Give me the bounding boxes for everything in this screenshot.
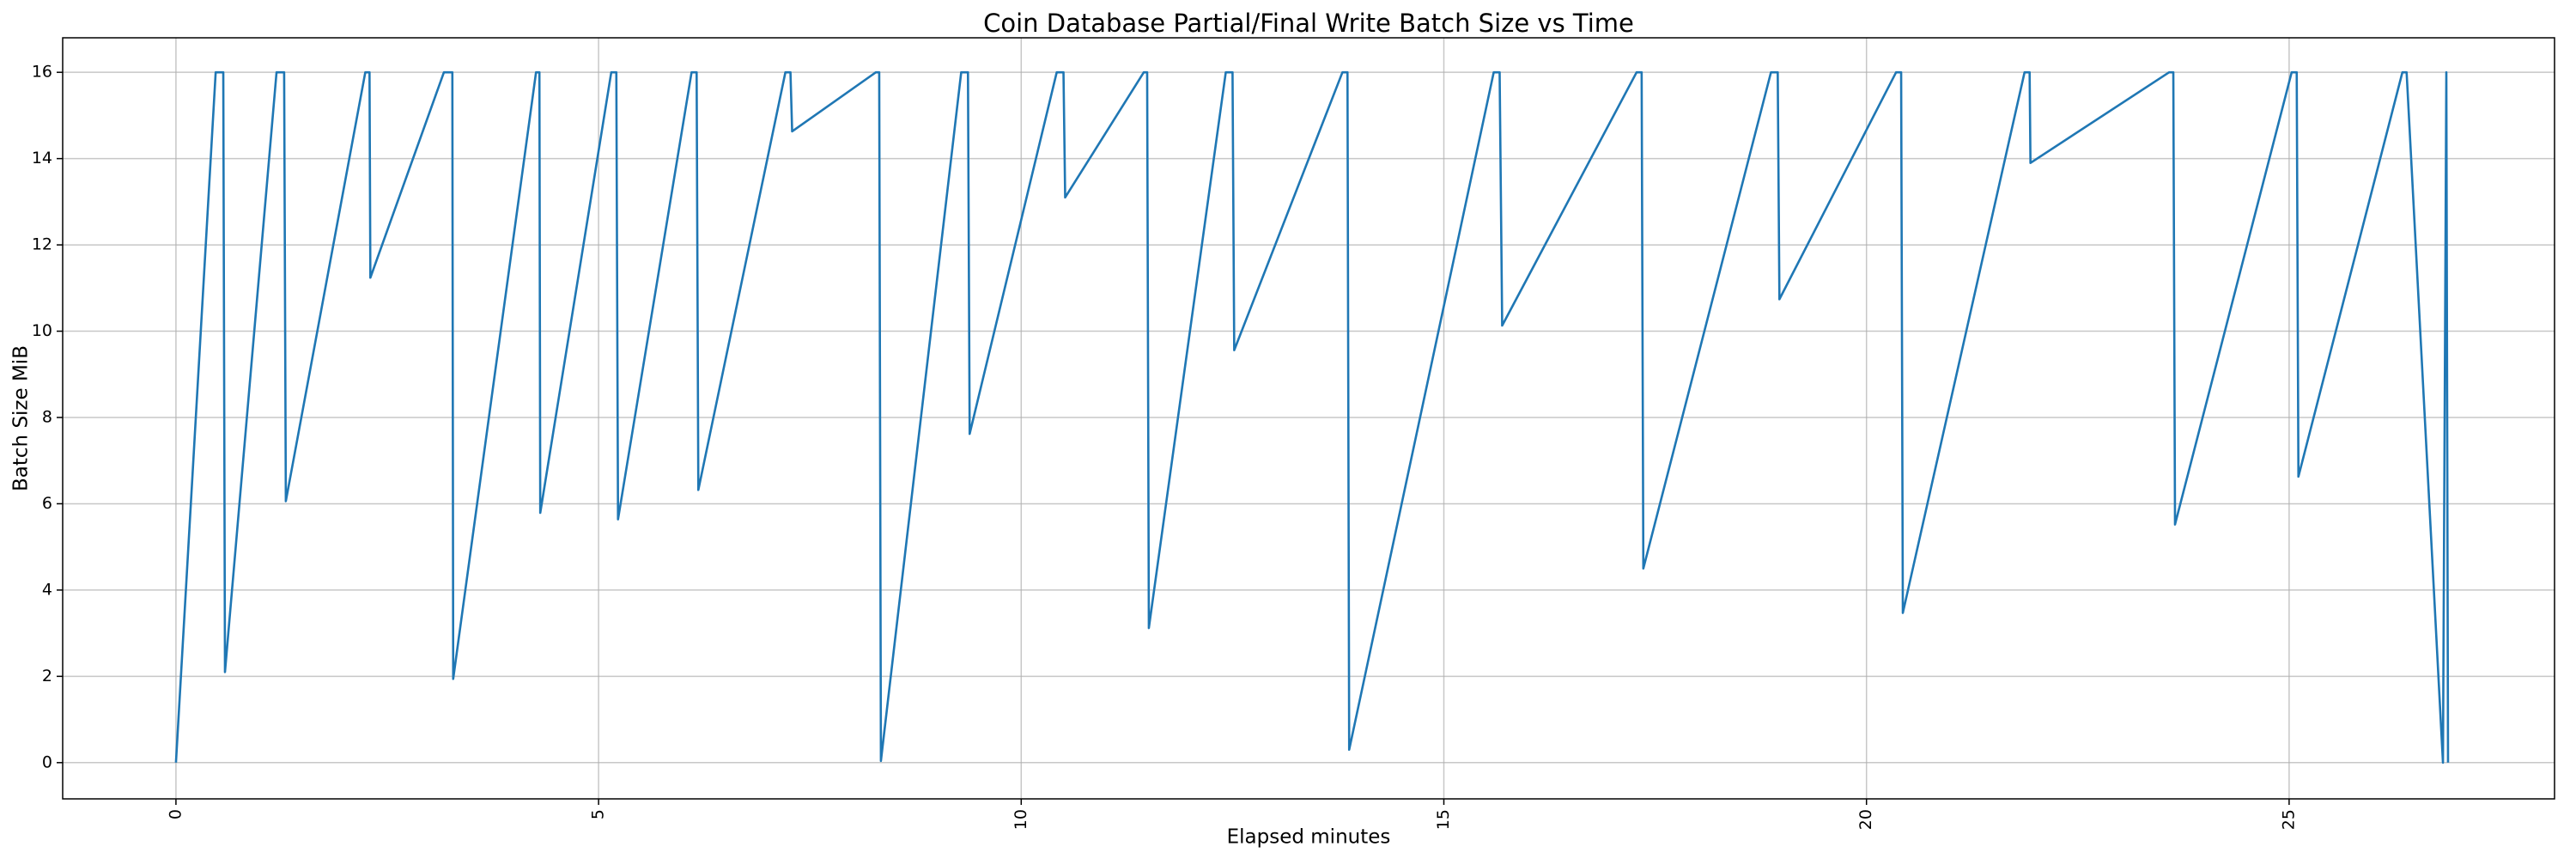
- y-tick-label: 6: [42, 494, 52, 513]
- x-tick-label: 0: [166, 809, 185, 819]
- y-tick-label: 16: [32, 63, 52, 82]
- plot-frame: [62, 37, 2555, 800]
- y-tick-label: 4: [42, 580, 52, 599]
- x-tick-label: 15: [1434, 809, 1453, 830]
- x-tick-label: 5: [589, 809, 608, 819]
- x-axis-label: Elapsed minutes: [1227, 826, 1391, 849]
- y-tick-label: 0: [42, 752, 52, 771]
- x-tick-label: 20: [1856, 809, 1875, 830]
- x-tick-label: 25: [2279, 809, 2298, 830]
- chart-title: Coin Database Partial/Final Write Batch …: [983, 9, 1634, 38]
- y-tick-label: 2: [42, 667, 52, 685]
- x-tick-label: 10: [1012, 809, 1030, 830]
- data-line: [174, 70, 2450, 765]
- y-tick-label: 14: [32, 149, 52, 168]
- y-tick-label: 10: [32, 321, 52, 340]
- y-axis-label: Batch Size MiB: [10, 345, 33, 491]
- y-tick-label: 12: [32, 235, 52, 254]
- y-tick-label: 8: [42, 407, 52, 426]
